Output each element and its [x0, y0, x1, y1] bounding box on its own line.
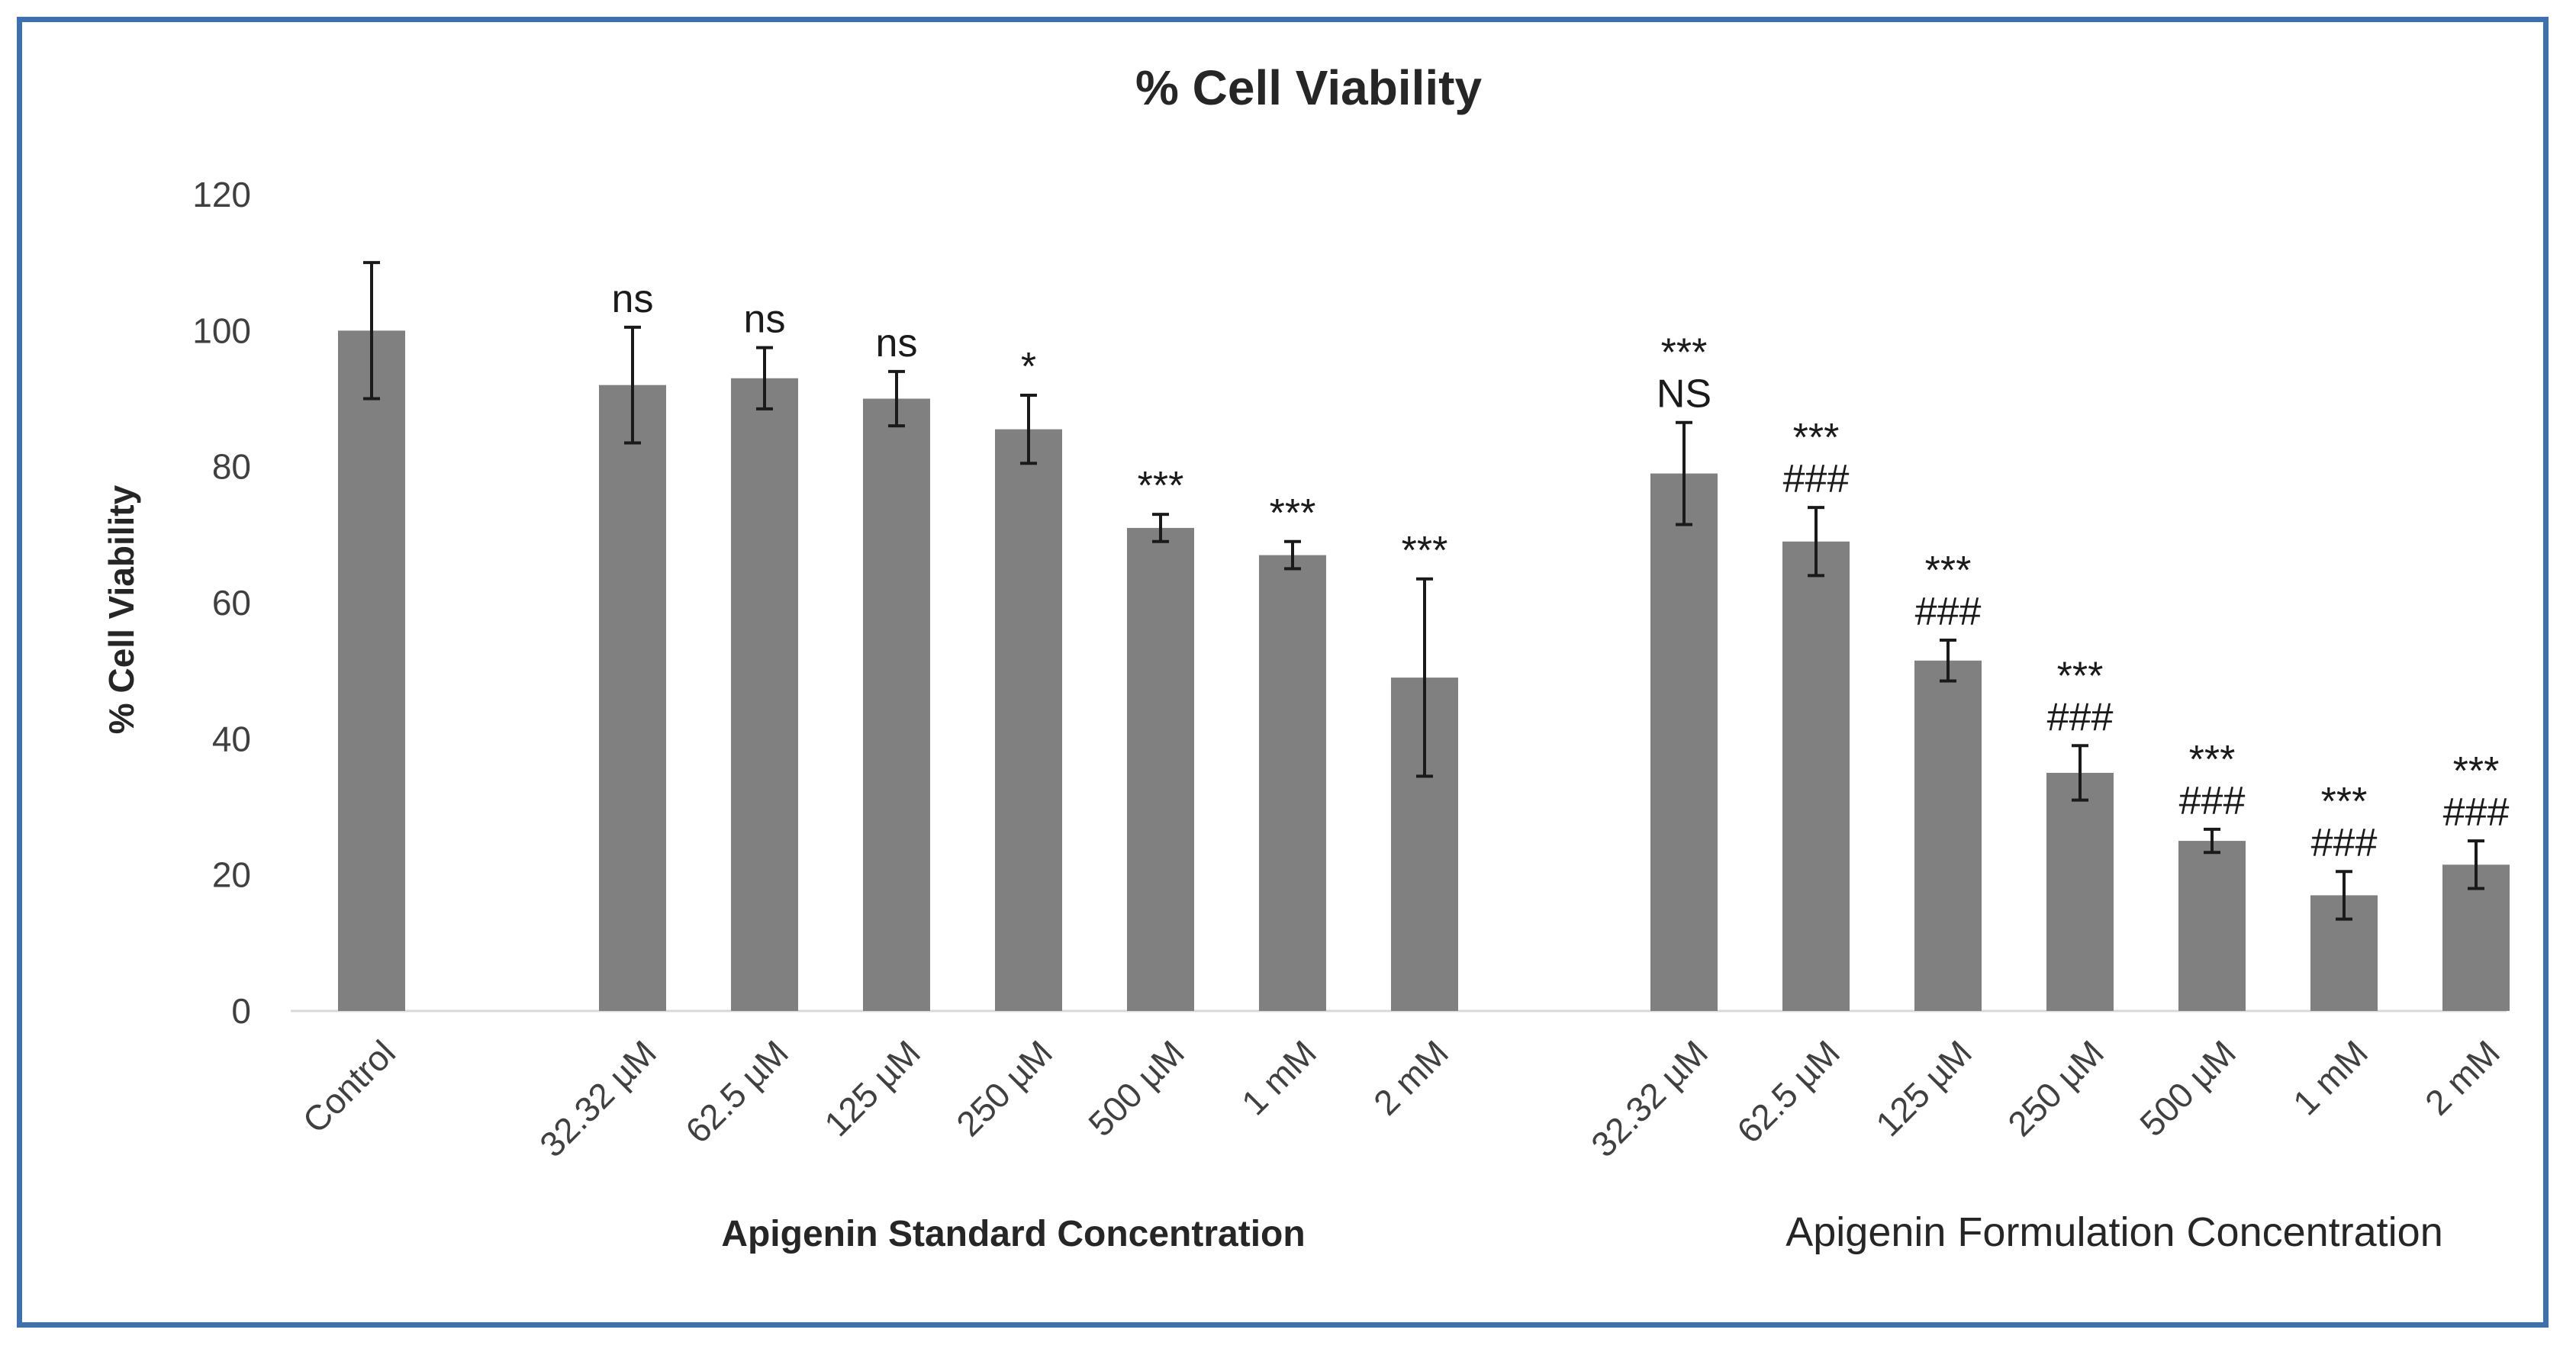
y-tick-label: 60 — [212, 583, 251, 623]
y-tick-label: 40 — [212, 719, 251, 758]
chart-frame: % Cell Viability % Cell Viability 0 20 40 6… — [17, 17, 2549, 1328]
significance-label: ### — [1783, 457, 1850, 501]
bars — [338, 330, 2510, 1012]
y-tick-label: 80 — [212, 447, 251, 487]
x-tick-label: 2 mM — [1366, 1032, 1456, 1122]
significance-label: * — [1021, 345, 1036, 389]
bar — [1259, 555, 1326, 1011]
bar — [863, 398, 930, 1011]
significance-label: ns — [744, 298, 786, 342]
x-tick-label: 2 mM — [2417, 1032, 2507, 1122]
significance-label: *** — [2057, 654, 2104, 698]
significance-label: ### — [2179, 779, 2246, 823]
y-ticks: 0 20 40 60 80 100 120 — [192, 175, 251, 1031]
significance-label: *** — [2189, 738, 2236, 782]
bar — [995, 429, 1062, 1011]
y-tick-label: 20 — [212, 855, 251, 895]
x-tick-label: 500 µM — [2132, 1032, 2243, 1144]
bar — [2046, 772, 2114, 1011]
significance-label: *** — [1138, 464, 1184, 508]
significance-label: NS — [1657, 372, 1711, 417]
x-tick-label: 125 µM — [1868, 1032, 1979, 1144]
x-tick-label: 1 mM — [1234, 1032, 1324, 1122]
significance-label: ns — [612, 277, 654, 321]
bar — [1127, 527, 1194, 1011]
significance-label: *** — [1793, 416, 1840, 460]
y-tick-label: 0 — [231, 991, 251, 1031]
x-tick-labels: Control 32.32 µM 62.5 µM 125 µM 250 µM 500 µM… — [295, 1032, 2507, 1164]
significance-labels: ns nsns*************NS***###***###***###*… — [612, 277, 2510, 865]
bar — [731, 378, 798, 1011]
bar — [338, 330, 405, 1011]
error-bars — [363, 261, 2484, 921]
significance-label: *** — [1925, 549, 1972, 593]
significance-label: *** — [1661, 331, 1708, 375]
significance-label: *** — [2321, 780, 2368, 824]
bar — [1914, 660, 1982, 1011]
x-tick-label: 32.32 µM — [1583, 1032, 1715, 1164]
significance-label: ns — [876, 321, 918, 365]
bar — [1782, 541, 1850, 1011]
x-tick-label: 32.32 µM — [532, 1032, 664, 1164]
x-tick-label: 62.5 µM — [1729, 1032, 1847, 1151]
group-label: Apigenin Formulation Concentration — [1785, 1209, 2443, 1255]
significance-label: ### — [2311, 821, 2378, 865]
significance-label: *** — [1402, 529, 1448, 573]
x-tick-label: 62.5 µM — [678, 1032, 796, 1151]
y-tick-label: 100 — [192, 311, 251, 350]
x-tick-label: 1 mM — [2285, 1032, 2375, 1122]
significance-label: ### — [2047, 695, 2114, 739]
group-label: Apigenin Standard Concentration — [721, 1214, 1305, 1254]
significance-label: *** — [1270, 491, 1316, 536]
y-tick-label: 120 — [192, 175, 251, 214]
significance-label: *** — [2453, 749, 2500, 793]
x-tick-label: 125 µM — [816, 1032, 928, 1144]
significance-label: ### — [2443, 790, 2510, 835]
x-tick-label: 500 µM — [1080, 1032, 1192, 1144]
significance-label: ### — [1915, 590, 1982, 634]
bar — [1650, 473, 1718, 1011]
x-tick-label: 250 µM — [948, 1032, 1060, 1144]
chart-svg: % Cell Viability % Cell Viability 0 20 40 6… — [101, 60, 2510, 1255]
x-tick-label: Control — [295, 1032, 403, 1141]
bar — [2178, 841, 2246, 1011]
y-axis-label: % Cell Viability — [101, 484, 141, 734]
group-labels: Apigenin Standard Concentration Apigenin … — [721, 1209, 2442, 1255]
chart-title: % Cell Viability — [1135, 60, 1483, 115]
x-tick-label: 250 µM — [2000, 1032, 2111, 1144]
bar — [599, 385, 666, 1012]
